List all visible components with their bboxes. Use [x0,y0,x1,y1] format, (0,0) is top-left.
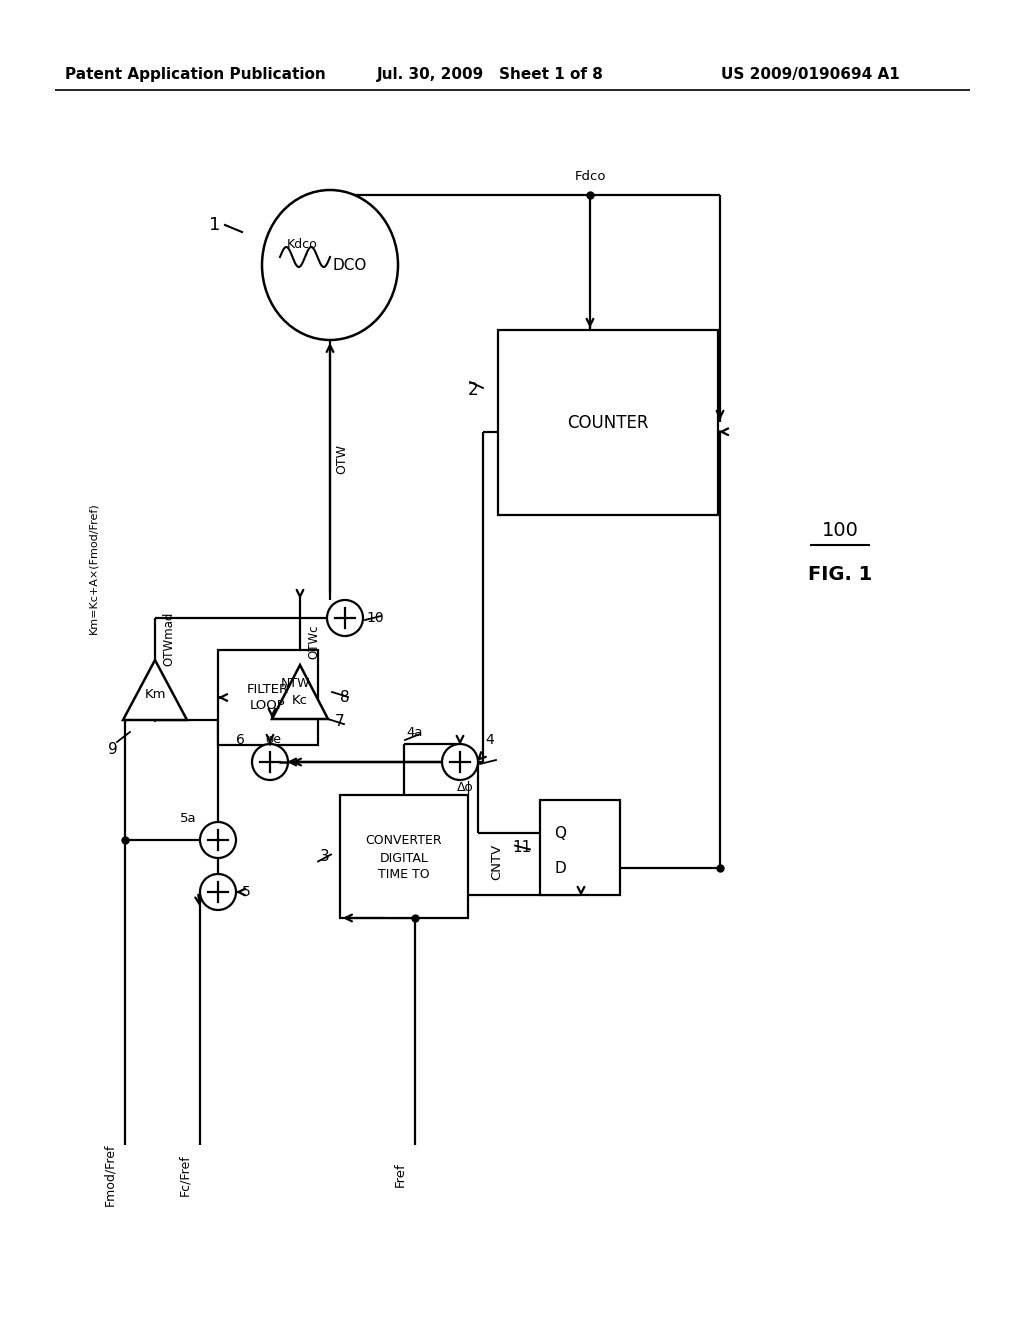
Text: D: D [554,861,566,876]
Bar [340,795,468,917]
Text: CNTV: CNTV [490,843,504,880]
Text: Δϕ: Δϕ [457,781,473,795]
Text: 4: 4 [485,733,495,747]
Text: 9: 9 [109,742,118,758]
Text: Km=Kc+A×(Fmod/Fref): Km=Kc+A×(Fmod/Fref) [88,502,98,634]
Text: OTW: OTW [336,444,348,474]
Text: 1: 1 [209,216,221,234]
Text: 100: 100 [821,520,858,540]
Bar [498,330,718,515]
Polygon shape [123,660,187,719]
Circle shape [327,601,362,636]
Text: 10: 10 [367,611,384,624]
Circle shape [252,744,288,780]
Text: 3: 3 [321,849,330,865]
Text: TIME TO: TIME TO [378,869,430,880]
Text: DIGITAL: DIGITAL [380,851,428,865]
Text: CONVERTER: CONVERTER [366,834,442,847]
Text: Kc: Kc [292,693,308,706]
Text: 5: 5 [242,884,251,899]
Circle shape [200,822,236,858]
Text: OTWc: OTWc [307,624,321,659]
Text: 11: 11 [512,840,531,855]
Text: NTW: NTW [281,677,309,690]
Text: 8: 8 [340,689,350,705]
Text: 4a: 4a [407,726,423,738]
Text: DCO: DCO [333,257,368,272]
Text: 2: 2 [468,381,478,399]
Bar [540,800,620,895]
Text: OTWmad: OTWmad [163,611,175,667]
Text: COUNTER: COUNTER [567,413,649,432]
Text: LOOP: LOOP [250,700,286,711]
Text: 5a: 5a [179,812,197,825]
Text: 7: 7 [335,714,345,729]
Text: Fref: Fref [393,1163,407,1188]
Text: Q: Q [554,826,566,841]
Text: Kdco: Kdco [287,239,317,252]
Text: Jul. 30, 2009   Sheet 1 of 8: Jul. 30, 2009 Sheet 1 of 8 [377,67,603,82]
Text: FIG. 1: FIG. 1 [808,565,872,585]
Circle shape [200,874,236,909]
Circle shape [442,744,478,780]
Text: Km: Km [144,689,166,701]
Text: US 2009/0190694 A1: US 2009/0190694 A1 [721,67,899,82]
Text: Fmod/Fref: Fmod/Fref [103,1143,117,1206]
Bar [218,649,318,744]
Text: Fdco: Fdco [574,170,606,183]
Text: φe: φe [265,734,281,747]
Ellipse shape [262,190,398,341]
Text: 6: 6 [236,733,245,747]
Polygon shape [272,665,328,719]
Text: Patent Application Publication: Patent Application Publication [65,67,326,82]
Text: FILTER: FILTER [247,682,289,696]
Text: Fc/Fref: Fc/Fref [178,1154,191,1196]
